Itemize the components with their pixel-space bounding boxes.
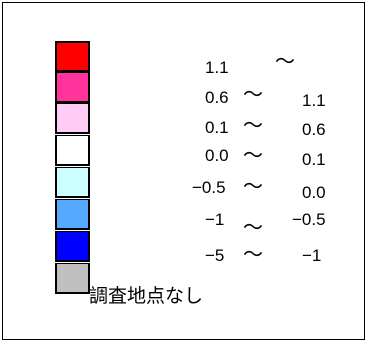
range-sep-3: ～ <box>243 115 263 137</box>
range-to-2: 1.1 <box>302 91 326 110</box>
range-to-4: 0.1 <box>302 150 326 169</box>
swatch-3 <box>55 103 90 134</box>
swatch-5 <box>55 167 90 198</box>
swatch-4 <box>55 135 90 166</box>
swatch-2 <box>55 72 90 103</box>
range-sep-2: ～ <box>243 84 263 106</box>
range-to-6: −0.5 <box>292 210 326 229</box>
range-from-7: −5 <box>205 246 225 265</box>
no-survey-label: 調査地点なし <box>89 285 204 307</box>
range-sep-6: ～ <box>243 217 263 239</box>
range-from-4: 0.0 <box>205 146 229 165</box>
range-sep-5: ～ <box>243 176 263 198</box>
swatch-6 <box>55 199 90 230</box>
swatch-no-survey <box>55 263 90 294</box>
swatch-7 <box>55 231 90 262</box>
range-to-5: 0.0 <box>302 183 326 202</box>
range-from-1: 1.1 <box>205 58 229 77</box>
range-from-3: 0.1 <box>205 118 229 137</box>
range-from-5: −0.5 <box>192 178 226 197</box>
color-scale <box>55 41 90 297</box>
range-sep-4: ～ <box>243 145 263 167</box>
range-sep-1: ～ <box>275 51 295 73</box>
range-from-2: 0.6 <box>205 88 229 107</box>
range-from-6: −1 <box>205 210 225 229</box>
range-sep-7: ～ <box>243 244 263 266</box>
range-to-3: 0.6 <box>302 120 326 139</box>
swatch-1 <box>55 41 90 72</box>
range-to-7: −1 <box>302 246 322 265</box>
legend-frame <box>2 2 365 340</box>
